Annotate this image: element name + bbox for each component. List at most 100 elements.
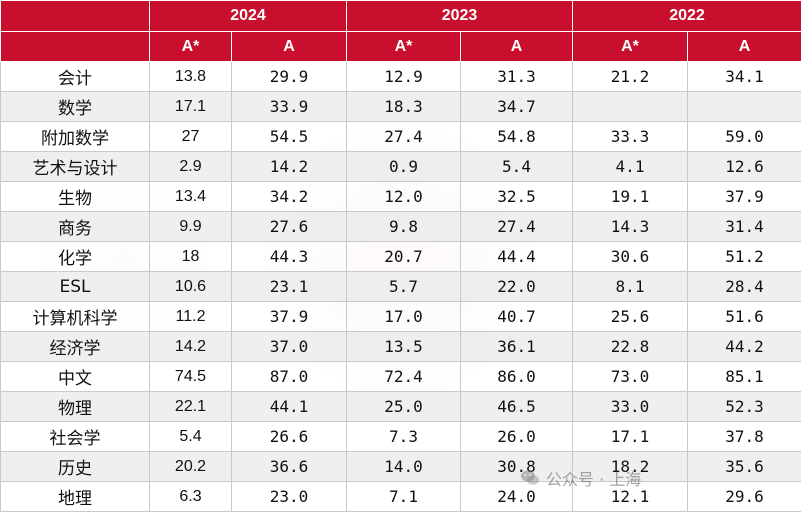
value-cell-2022-a: 31.4 xyxy=(687,211,801,242)
subject-cell: 商务 xyxy=(0,211,150,242)
value-cell-2023-a: 24.0 xyxy=(460,481,573,512)
value-cell-2024-astar: 11.2 xyxy=(149,301,232,332)
value-cell-2023-a: 44.4 xyxy=(460,241,573,272)
year-header-2024: 2024 xyxy=(149,0,347,32)
table-row: 社会学 5.4 26.6 7.3 26.0 17.1 37.8 xyxy=(0,421,801,452)
value-cell-2023-a: 54.8 xyxy=(460,121,573,152)
table-body: 会计 13.8 29.9 12.9 31.3 21.2 34.1 数学 17.1 33.9 18.3… xyxy=(0,61,801,512)
value-cell-2024-astar: 18 xyxy=(149,241,232,272)
value-cell-2024-astar: 20.2 xyxy=(149,451,232,482)
subject-cell: 会计 xyxy=(0,61,150,92)
value-cell-2022-a: 85.1 xyxy=(687,361,801,392)
value-cell-2022-a: 12.6 xyxy=(687,151,801,182)
value-cell-2023-a: 26.0 xyxy=(460,421,573,452)
value-cell-2024-astar: 27 xyxy=(149,121,232,152)
subject-cell: 经济学 xyxy=(0,331,150,362)
table-row: 物理 22.1 44.1 25.0 46.5 33.0 52.3 xyxy=(0,391,801,422)
table-row: 化学 18 44.3 20.7 44.4 30.6 51.2 xyxy=(0,241,801,272)
value-cell-2024-a: 87.0 xyxy=(231,361,347,392)
value-cell-2024-astar: 9.9 xyxy=(149,211,232,242)
value-cell-2022-astar: 18.2 xyxy=(572,451,688,482)
table-row: 地理 6.3 23.0 7.1 24.0 12.1 29.6 xyxy=(0,481,801,512)
value-cell-2023-astar: 12.9 xyxy=(346,61,461,92)
value-cell-2022-astar: 73.0 xyxy=(572,361,688,392)
value-cell-2024-a: 54.5 xyxy=(231,121,347,152)
value-cell-2024-astar: 6.3 xyxy=(149,481,232,512)
value-cell-2024-a: 14.2 xyxy=(231,151,347,182)
value-cell-2024-a: 44.3 xyxy=(231,241,347,272)
grade-header-2024-astar: A* xyxy=(149,31,232,62)
value-cell-2023-astar: 72.4 xyxy=(346,361,461,392)
value-cell-2023-a: 32.5 xyxy=(460,181,573,212)
value-cell-2022-astar: 30.6 xyxy=(572,241,688,272)
table-row: 生物 13.4 34.2 12.0 32.5 19.1 37.9 xyxy=(0,181,801,212)
table-row: 商务 9.9 27.6 9.8 27.4 14.3 31.4 xyxy=(0,211,801,242)
table-row: 附加数学 27 54.5 27.4 54.8 33.3 59.0 xyxy=(0,121,801,152)
value-cell-2022-a: 44.2 xyxy=(687,331,801,362)
value-cell-2024-a: 23.0 xyxy=(231,481,347,512)
value-cell-2023-a: 40.7 xyxy=(460,301,573,332)
value-cell-2023-a: 22.0 xyxy=(460,271,573,302)
value-cell-2024-a: 37.0 xyxy=(231,331,347,362)
grade-header-2023-astar: A* xyxy=(346,31,461,62)
corner-cell xyxy=(0,0,150,32)
value-cell-2022-astar: 22.8 xyxy=(572,331,688,362)
value-cell-2022-a: 29.6 xyxy=(687,481,801,512)
value-cell-2022-a: 34.1 xyxy=(687,61,801,92)
value-cell-2022-astar: 33.0 xyxy=(572,391,688,422)
value-cell-2024-a: 36.6 xyxy=(231,451,347,482)
value-cell-2024-a: 34.2 xyxy=(231,181,347,212)
value-cell-2022-astar: 17.1 xyxy=(572,421,688,452)
table-row: 历史 20.2 36.6 14.0 30.8 18.2 35.6 xyxy=(0,451,801,482)
value-cell-2023-astar: 5.7 xyxy=(346,271,461,302)
value-cell-2023-astar: 9.8 xyxy=(346,211,461,242)
value-cell-2024-a: 44.1 xyxy=(231,391,347,422)
subject-cell: 附加数学 xyxy=(0,121,150,152)
value-cell-2024-astar: 14.2 xyxy=(149,331,232,362)
value-cell-2023-a: 30.8 xyxy=(460,451,573,482)
grade-header-2022-a: A xyxy=(687,31,801,62)
value-cell-2022-astar xyxy=(572,91,688,122)
value-cell-2022-astar: 21.2 xyxy=(572,61,688,92)
value-cell-2022-a: 35.6 xyxy=(687,451,801,482)
value-cell-2022-astar: 14.3 xyxy=(572,211,688,242)
value-cell-2023-astar: 27.4 xyxy=(346,121,461,152)
value-cell-2022-a: 37.8 xyxy=(687,421,801,452)
value-cell-2022-a xyxy=(687,91,801,122)
value-cell-2024-astar: 5.4 xyxy=(149,421,232,452)
table-row: 数学 17.1 33.9 18.3 34.7 xyxy=(0,91,801,122)
value-cell-2024-astar: 22.1 xyxy=(149,391,232,422)
subject-cell: 地理 xyxy=(0,481,150,512)
value-cell-2023-astar: 12.0 xyxy=(346,181,461,212)
value-cell-2023-a: 46.5 xyxy=(460,391,573,422)
year-header-2022: 2022 xyxy=(572,0,801,32)
value-cell-2023-astar: 20.7 xyxy=(346,241,461,272)
value-cell-2024-a: 27.6 xyxy=(231,211,347,242)
table-row: 计算机科学 11.2 37.9 17.0 40.7 25.6 51.6 xyxy=(0,301,801,332)
grade-header-2024-a: A xyxy=(231,31,347,62)
table-row: 经济学 14.2 37.0 13.5 36.1 22.8 44.2 xyxy=(0,331,801,362)
value-cell-2023-a: 34.7 xyxy=(460,91,573,122)
table-row: 会计 13.8 29.9 12.9 31.3 21.2 34.1 xyxy=(0,61,801,92)
value-cell-2024-astar: 13.8 xyxy=(149,61,232,92)
value-cell-2022-a: 59.0 xyxy=(687,121,801,152)
subject-cell: 历史 xyxy=(0,451,150,482)
subject-cell: 化学 xyxy=(0,241,150,272)
subject-cell: ESL xyxy=(0,271,150,302)
table-row: 艺术与设计 2.9 14.2 0.9 5.4 4.1 12.6 xyxy=(0,151,801,182)
value-cell-2022-a: 37.9 xyxy=(687,181,801,212)
value-cell-2024-astar: 74.5 xyxy=(149,361,232,392)
corner-cell-2 xyxy=(0,31,150,62)
value-cell-2024-astar: 10.6 xyxy=(149,271,232,302)
value-cell-2022-astar: 12.1 xyxy=(572,481,688,512)
value-cell-2023-astar: 17.0 xyxy=(346,301,461,332)
subject-cell: 社会学 xyxy=(0,421,150,452)
subject-cell: 中文 xyxy=(0,361,150,392)
value-cell-2022-astar: 33.3 xyxy=(572,121,688,152)
value-cell-2023-astar: 7.3 xyxy=(346,421,461,452)
value-cell-2023-astar: 7.1 xyxy=(346,481,461,512)
value-cell-2023-astar: 14.0 xyxy=(346,451,461,482)
grade-header-row: A* A A* A A* A xyxy=(0,31,801,62)
subject-cell: 生物 xyxy=(0,181,150,212)
